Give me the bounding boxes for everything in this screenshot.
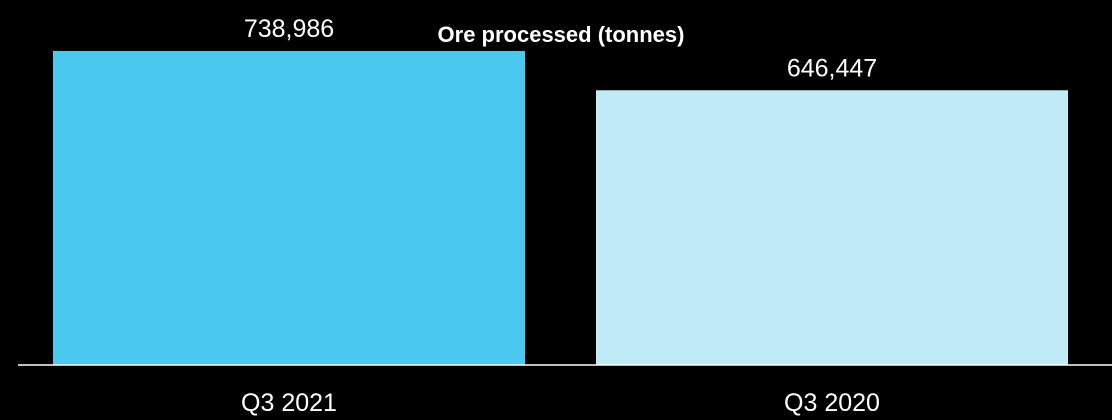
chart-title: Ore processed (tonnes) [438, 22, 685, 47]
data-label: 646,447 [787, 54, 877, 82]
x-tick-label: Q3 2021 [241, 389, 337, 417]
data-labels-group: 738,986 646,447 [244, 15, 877, 82]
data-label: 738,986 [244, 15, 334, 43]
bar-q3-2021 [53, 50, 525, 366]
bars-group [53, 50, 1068, 366]
x-tick-label: Q3 2020 [784, 389, 880, 417]
x-tick-labels-group: Q3 2021 Q3 2020 [241, 389, 880, 417]
bar-q3-2020 [596, 90, 1068, 366]
